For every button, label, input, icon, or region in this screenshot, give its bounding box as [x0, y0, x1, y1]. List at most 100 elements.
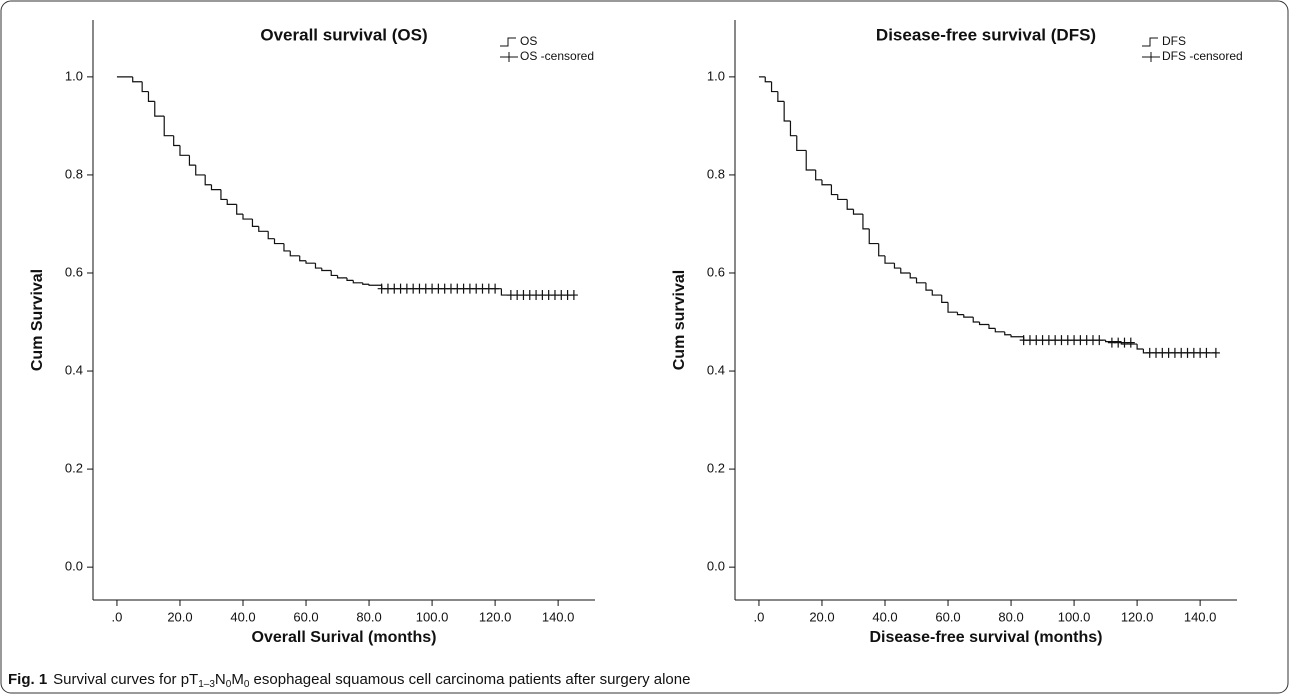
survival-step — [764, 76, 772, 83]
survival-step — [289, 250, 300, 257]
survival-step — [305, 260, 316, 264]
survival-step — [258, 226, 269, 232]
survival-step — [884, 255, 895, 264]
x-tick-label: 40.0 — [230, 609, 255, 624]
x-tick-label: 100.0 — [416, 609, 449, 624]
caption-sub: 0 — [226, 679, 232, 690]
legend-symbol — [500, 37, 516, 47]
survival-step — [362, 282, 370, 285]
survival-step — [1010, 334, 1024, 338]
survival-step — [770, 81, 778, 93]
x-tick-label: 100.0 — [1058, 609, 1091, 624]
survival-step — [321, 268, 332, 272]
survival-step — [173, 135, 180, 147]
survival-step — [346, 277, 354, 281]
y-tick-label: 0.2 — [707, 461, 725, 476]
survival-step — [1004, 331, 1012, 336]
y-tick-label: 0.0 — [707, 559, 725, 574]
survival-step — [789, 120, 797, 137]
y-tick-label: 0.2 — [65, 461, 83, 476]
legend-symbol — [1142, 37, 1158, 47]
survival-step — [1136, 344, 1144, 350]
survival-step — [251, 219, 259, 228]
y-tick-label: 0.4 — [707, 362, 725, 377]
survival-step — [963, 314, 974, 318]
survival-step — [878, 243, 886, 257]
survival-step — [314, 263, 322, 269]
survival-step — [273, 238, 284, 245]
x-tick-label: .0 — [112, 609, 123, 624]
censored-mark — [1202, 347, 1211, 358]
survival-step — [852, 209, 863, 215]
caption-sub: 0 — [244, 679, 250, 690]
survival-step — [978, 322, 989, 326]
y-tick-label: 0.4 — [65, 362, 83, 377]
survival-step — [868, 228, 879, 245]
survival-step — [236, 204, 244, 215]
survival-step — [805, 150, 816, 171]
caption: Fig. 1 Survival curves for pT1–3N0M0 esop… — [8, 671, 690, 690]
survival-step — [777, 91, 785, 102]
survival-step — [226, 199, 237, 205]
censored-mark — [569, 290, 578, 301]
survival-step — [862, 214, 870, 230]
caption-text: esophageal squamous cell carcinoma patie… — [249, 671, 690, 688]
y-tick-label: 1.0 — [707, 68, 725, 83]
y-axis-label: Cum Survival — [29, 269, 46, 371]
survival-step — [796, 135, 807, 152]
survival-step — [1104, 340, 1122, 343]
survival-step — [368, 284, 382, 286]
survival-step — [336, 275, 347, 279]
survival-step — [893, 263, 901, 269]
survival-step — [972, 317, 980, 323]
survival-step — [956, 312, 964, 316]
x-tick-label: .0 — [754, 609, 765, 624]
survival-step — [909, 272, 917, 279]
survival-step — [204, 174, 212, 186]
survival-step — [994, 328, 1005, 333]
survival-step — [830, 184, 838, 196]
survival-step — [837, 194, 848, 201]
x-tick-label: 140.0 — [542, 609, 575, 624]
chart-title: Overall survival (OS) — [260, 25, 427, 44]
y-tick-label: 0.8 — [65, 166, 83, 181]
survival-step — [352, 280, 363, 284]
survival-step — [330, 270, 338, 277]
x-axis-label: Overall Surival (months) — [252, 629, 437, 646]
legend-label: DFS -censored — [1162, 49, 1243, 63]
survival-step — [141, 81, 149, 93]
survival-step — [931, 290, 942, 296]
censored-mark — [491, 283, 500, 294]
censored-mark — [1211, 347, 1220, 358]
x-tick-label: 40.0 — [872, 609, 897, 624]
legend-label: OS -censored — [520, 49, 594, 63]
x-tick-label: 120.0 — [1121, 609, 1154, 624]
survival-step — [147, 91, 155, 102]
caption-text: M — [231, 671, 244, 688]
survival-step — [179, 145, 190, 156]
survival-step — [283, 243, 291, 252]
x-tick-label: 140.0 — [1184, 609, 1217, 624]
legend-symbol — [1142, 52, 1160, 62]
survival-step — [815, 170, 822, 181]
survival-step — [299, 255, 307, 262]
survival-step — [783, 101, 791, 122]
legend-label: OS — [520, 34, 537, 48]
x-tick-label: 60.0 — [935, 609, 960, 624]
caption-label: Fig. 1 — [8, 671, 47, 688]
survival-step — [900, 268, 911, 274]
y-tick-label: 0.6 — [65, 264, 83, 279]
survival-step — [154, 101, 165, 117]
survival-step — [210, 184, 221, 191]
survival-step — [132, 76, 143, 83]
x-tick-label: 20.0 — [809, 609, 834, 624]
survival-step — [220, 189, 228, 201]
y-tick-label: 0.0 — [65, 559, 83, 574]
survival-step — [500, 288, 574, 296]
survival-step — [821, 179, 832, 186]
survival-step — [846, 199, 854, 210]
chart-title: Disease-free survival (DFS) — [876, 25, 1096, 44]
caption-sub: 1–3 — [198, 679, 215, 690]
